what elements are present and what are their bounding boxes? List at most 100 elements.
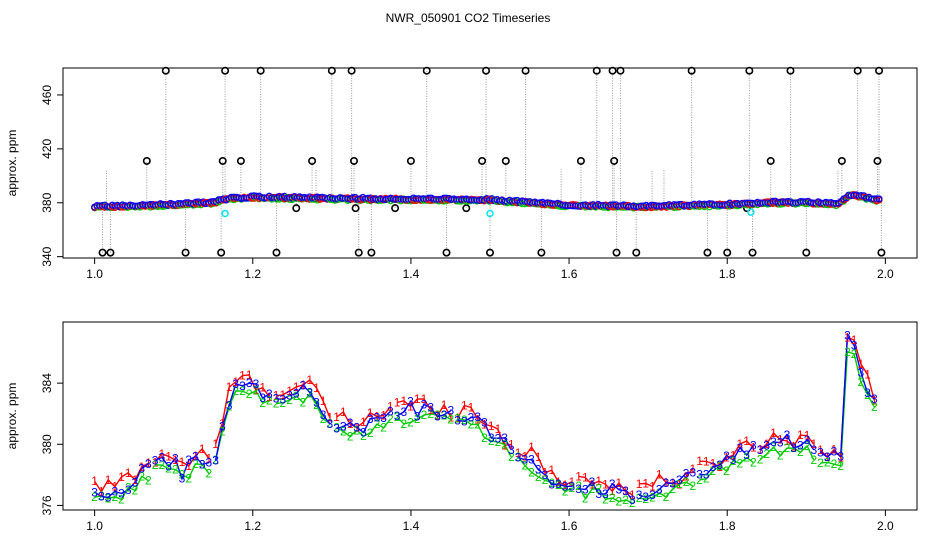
series-2-point-label: 2 — [609, 491, 616, 505]
series-2-point-label: 2 — [441, 409, 448, 423]
series-2-point-label: 2 — [770, 440, 777, 454]
series-1-point-label: 1 — [837, 450, 844, 464]
series-1-point-label: 1 — [266, 390, 273, 404]
series-1-point-label: 1 — [602, 477, 609, 491]
series-3-point-label: 3 — [394, 409, 401, 423]
series-3-point-label: 3 — [649, 488, 656, 502]
series-3-point-label: 3 — [400, 405, 407, 419]
series-3-point-label: 3 — [239, 379, 246, 393]
series-2-point-label: 2 — [333, 421, 340, 435]
series-2-point-label: 2 — [810, 453, 817, 467]
series-1-point-label: 1 — [340, 405, 347, 419]
series-2-point-label: 2 — [616, 495, 623, 509]
series-2-point-label: 2 — [387, 412, 394, 426]
series-3-point-label: 3 — [696, 468, 703, 482]
series-1-point-label: 1 — [172, 453, 179, 467]
series-3-point-label: 3 — [461, 414, 468, 428]
series-1-point-label: 1 — [232, 375, 239, 389]
series-1-point-label: 1 — [306, 373, 313, 387]
series-1-point-label: 1 — [810, 437, 817, 451]
series-3-point-label: 3 — [757, 443, 764, 457]
series-2-point-label: 2 — [844, 345, 851, 359]
flagged-point — [766, 156, 775, 165]
top-y-axis-label: approx. ppm — [5, 130, 19, 197]
series-1-point-label: 1 — [125, 466, 132, 480]
cyan-point — [221, 209, 229, 218]
series-2-point-label: 2 — [743, 451, 750, 465]
series-2-point-label: 2 — [642, 492, 649, 506]
series-2-point-label: 2 — [683, 475, 690, 489]
series-1-point-label: 1 — [199, 442, 206, 456]
x-tick-label: 1.6 — [561, 519, 578, 533]
flagged-point — [616, 66, 625, 75]
series-1-point-label: 1 — [723, 450, 730, 464]
series-2-point-label: 2 — [340, 425, 347, 439]
series-2-point-label: 2 — [320, 412, 327, 426]
series-3-point-label: 3 — [179, 472, 186, 486]
series-1-point-label: 1 — [448, 410, 455, 424]
series-2-point-label: 2 — [313, 398, 320, 412]
series-1-point-label: 1 — [858, 357, 865, 371]
series-1-point-label: 1 — [757, 443, 764, 457]
series-3-point-label: 3 — [279, 392, 286, 406]
series-2-point-label: 2 — [165, 462, 172, 476]
series-1-point-label: 1 — [246, 368, 253, 382]
series-1-point-label: 1 — [804, 429, 811, 443]
series-3-point-label: 3 — [105, 490, 112, 504]
series-3-point-label: 3 — [158, 450, 165, 464]
series-1-point-label: 1 — [414, 392, 421, 406]
series-3-point-label: 3 — [488, 431, 495, 445]
series-1-point-label: 1 — [663, 475, 670, 489]
flagged-point — [256, 66, 265, 75]
series-3-point-label: 3 — [320, 408, 327, 422]
series-2-point-label: 2 — [219, 424, 226, 438]
series-1-point-label: 1 — [595, 474, 602, 488]
series-3-point-label: 3 — [851, 339, 858, 353]
series-2-point-label: 2 — [656, 486, 663, 500]
series-2-point-label: 2 — [212, 453, 219, 467]
series-2-point-label: 2 — [266, 394, 273, 408]
series-3-point-label: 3 — [609, 477, 616, 491]
series-1-point-label: 1 — [206, 452, 213, 466]
flagged-point — [181, 248, 190, 257]
flagged-point — [748, 248, 757, 257]
y-tick-label: 380 — [40, 434, 54, 454]
series-3-point-label: 3 — [871, 392, 878, 406]
series-3-point-label: 3 — [810, 443, 817, 457]
series-1-point-label: 1 — [441, 398, 448, 412]
series-3-point-label: 3 — [750, 438, 757, 452]
y-tick-label: 460 — [40, 85, 54, 105]
flagged-point — [217, 248, 226, 257]
series-3-point-label: 3 — [387, 404, 394, 418]
series-2-point-label: 2 — [360, 429, 367, 443]
series-3-point-label: 3 — [468, 411, 475, 425]
series-3-point-label: 3 — [689, 465, 696, 479]
series-2-point-label: 2 — [273, 396, 280, 410]
series-3-point-label: 3 — [737, 441, 744, 455]
series-3-point-label: 3 — [259, 391, 266, 405]
x-tick-label: 2.0 — [877, 519, 894, 533]
series-2-point-label: 2 — [427, 407, 434, 421]
series-1-point-label: 1 — [454, 411, 461, 425]
flagged-point — [745, 66, 754, 75]
series-2-point-label: 2 — [562, 485, 569, 499]
y-tick-label: 340 — [40, 246, 54, 266]
series-1-point-label: 1 — [279, 388, 286, 402]
series-2-point-label: 2 — [710, 464, 717, 478]
series-2-point-label: 2 — [259, 396, 266, 410]
series-1-point-label: 1 — [683, 469, 690, 483]
series-3-point-label: 3 — [669, 476, 676, 490]
series-2-point-label: 2 — [105, 492, 112, 506]
series-2-point-label: 2 — [831, 457, 838, 471]
series-3-point-label: 3 — [824, 450, 831, 464]
series-2-point-label: 2 — [306, 387, 313, 401]
series-2-point-label: 2 — [448, 412, 455, 426]
x-tick-label: 1.8 — [719, 267, 736, 281]
flagged-point — [236, 156, 245, 165]
series-3-point-label: 3 — [360, 426, 367, 440]
series-1-point-label: 1 — [327, 411, 334, 425]
flagged-point — [347, 66, 356, 75]
x-tick-label: 1.0 — [86, 267, 103, 281]
series-2-point-label: 2 — [481, 431, 488, 445]
series-1-point-label: 1 — [259, 381, 266, 395]
